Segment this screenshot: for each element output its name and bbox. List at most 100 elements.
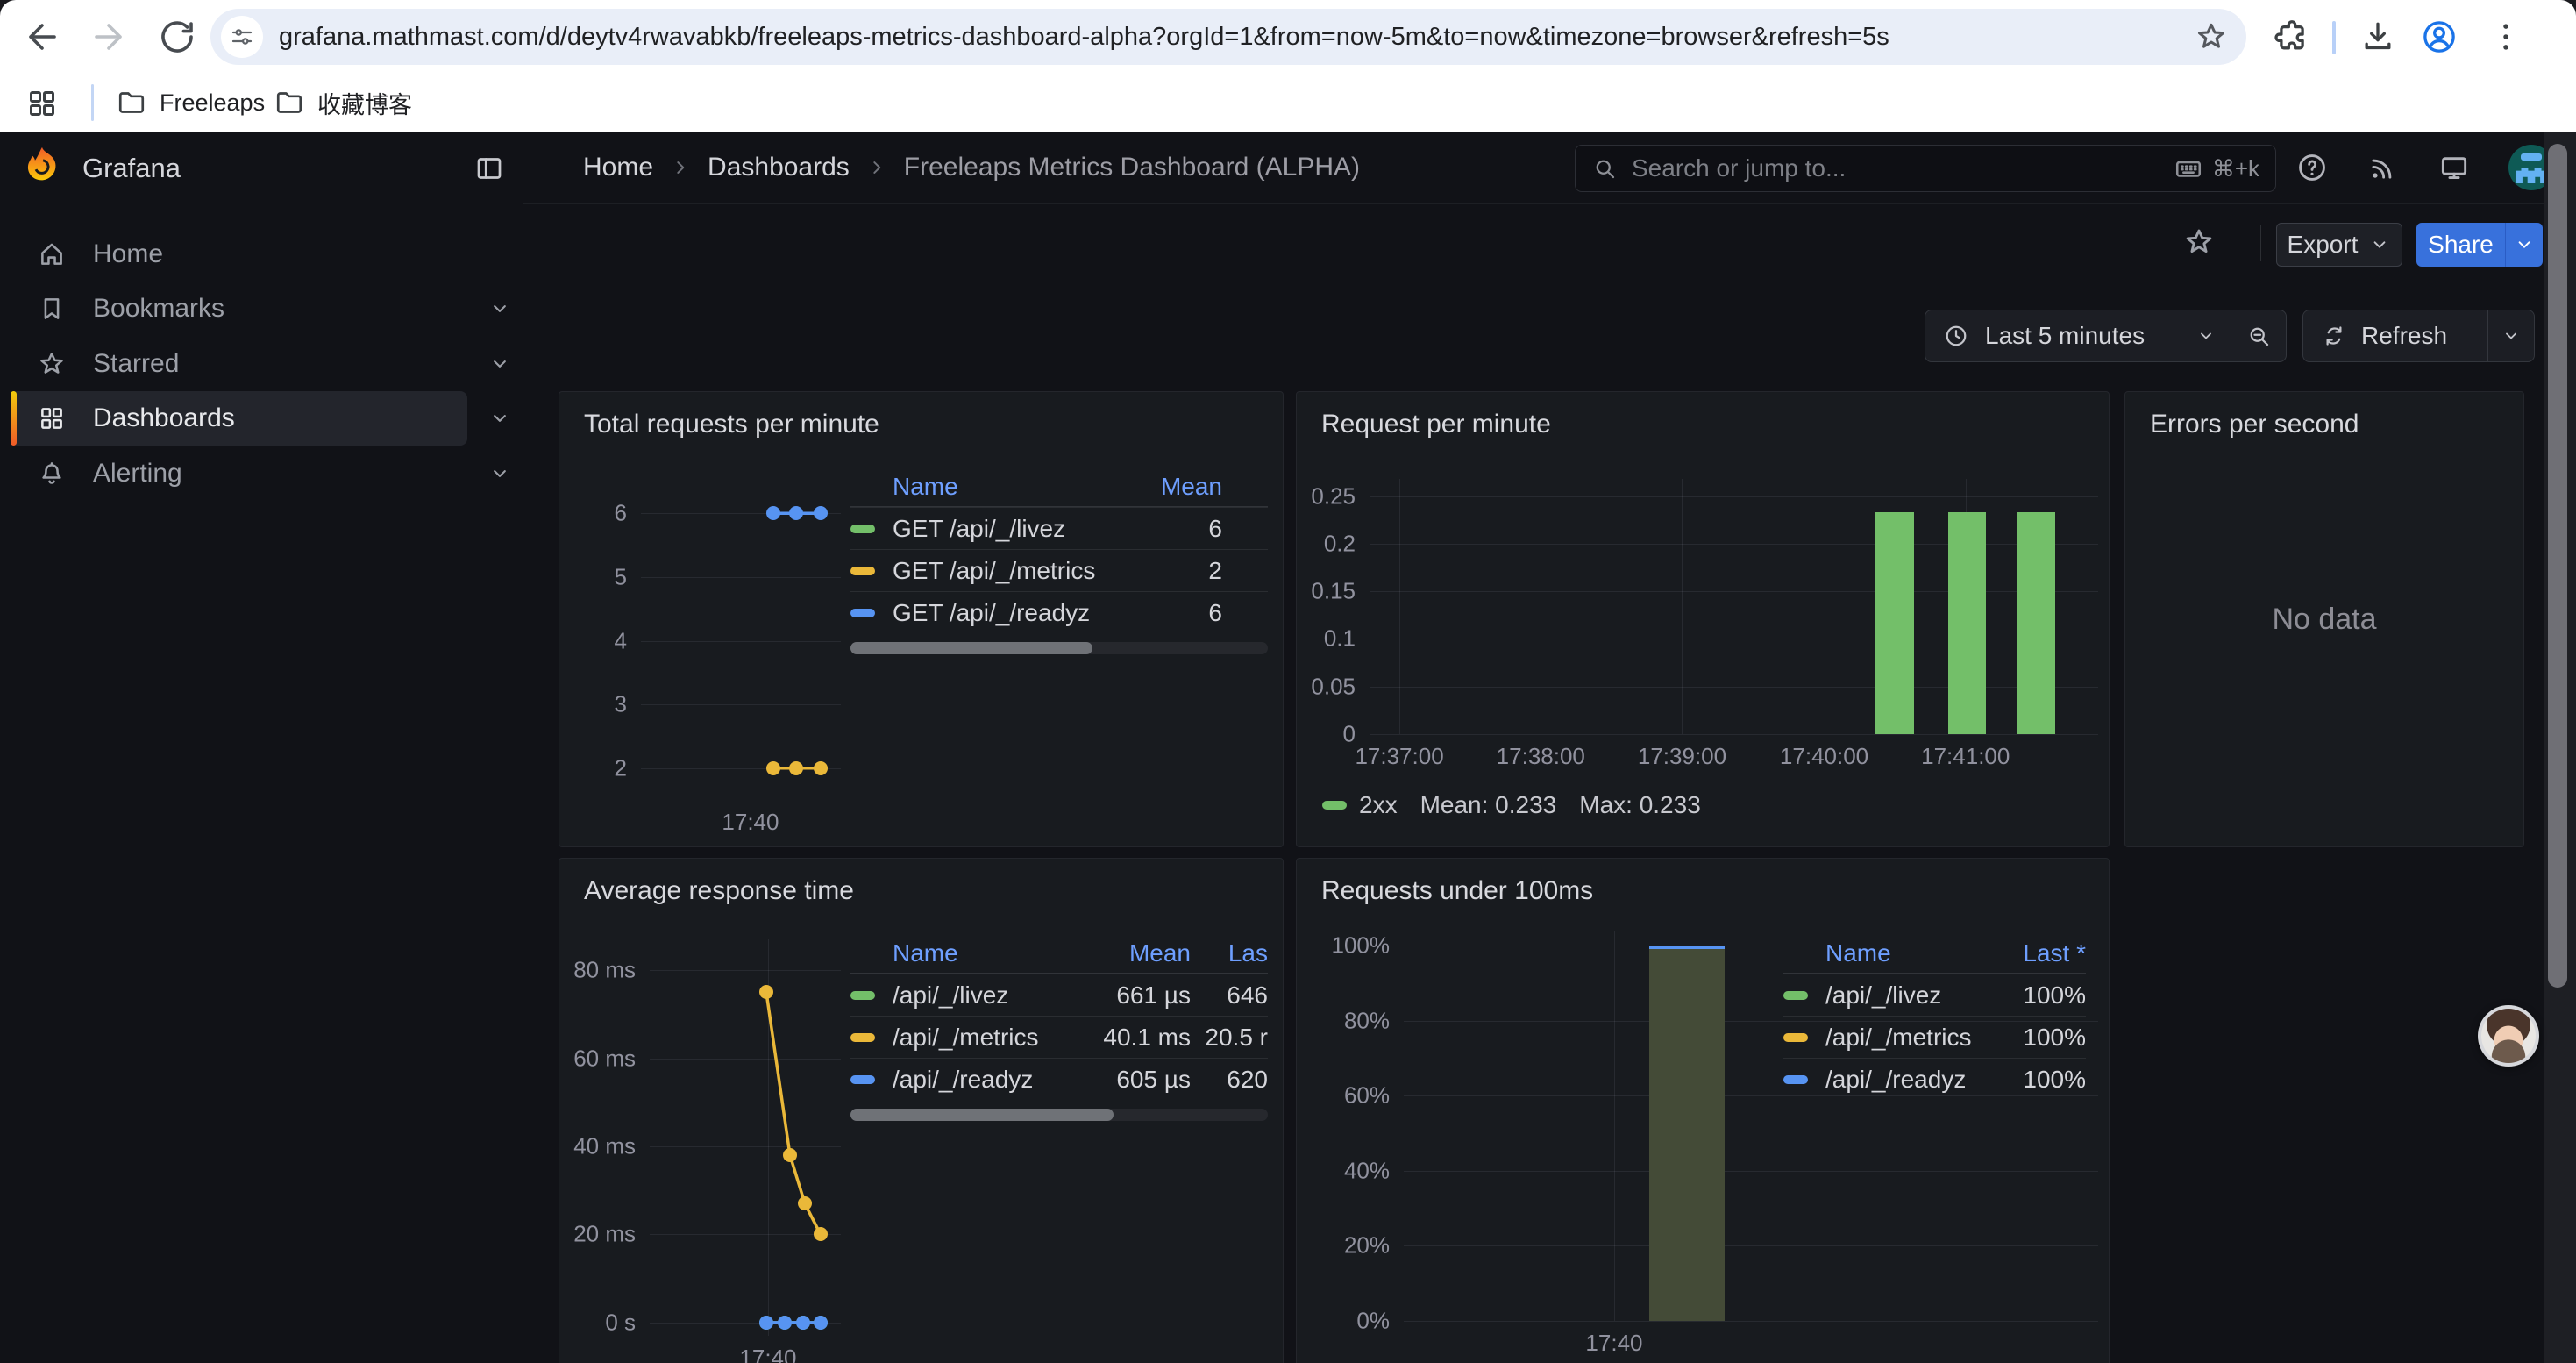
grafana-logo[interactable]	[23, 146, 61, 188]
series-color-pill	[850, 1074, 875, 1084]
legend-scrollbar-thumb[interactable]	[850, 1109, 1114, 1121]
export-button[interactable]: Export	[2276, 223, 2402, 267]
legend-row[interactable]: /api/_/livez 661 µs 646	[850, 974, 1268, 1016]
legend-column-header[interactable]: Mean	[1160, 473, 1222, 500]
breadcrumb-dashboards[interactable]: Dashboards	[708, 153, 850, 182]
chevron-down-icon[interactable]	[487, 296, 512, 321]
bookmark-folder-freeleaps[interactable]: Freeleaps	[102, 81, 279, 125]
legend-row[interactable]: GET /api/_/readyz 6	[850, 591, 1268, 633]
legend-scrollbar[interactable]	[850, 642, 1268, 654]
y-axis-label: 5	[614, 563, 627, 590]
browser-menu-icon[interactable]	[2487, 18, 2525, 56]
legend-row[interactable]: /api/_/livez 100%	[1783, 974, 2086, 1016]
gridline	[1404, 1170, 2098, 1172]
help-icon[interactable]	[2295, 151, 2329, 184]
gridline	[641, 767, 841, 769]
profile-icon[interactable]	[2420, 18, 2459, 56]
legend-column-header[interactable]: Las	[1228, 939, 1268, 967]
panel-title[interactable]: Errors per second	[2150, 410, 2359, 439]
sidebar-item-alerting[interactable]: Alerting	[11, 446, 467, 501]
sidebar-item-bookmarks[interactable]: Bookmarks	[11, 282, 467, 336]
legend-scrollbar-thumb[interactable]	[850, 642, 1093, 654]
bookmark-folder-blogs[interactable]: 收藏博客	[260, 81, 426, 125]
panel-total-requests-per-minute[interactable]: Total requests per minute 6 5 4 3 2 17:40 Nam…	[559, 391, 1284, 847]
reload-icon[interactable]	[156, 16, 198, 58]
gridline	[641, 704, 841, 706]
legend[interactable]: 2xx Mean: 0.233 Max: 0.233	[1322, 791, 1701, 819]
legend-scrollbar[interactable]	[850, 1109, 1268, 1121]
url-bar[interactable]: grafana.mathmast.com/d/deytv4rwavabkb/fr…	[210, 9, 2246, 65]
favorite-dashboard-icon[interactable]	[2182, 225, 2216, 259]
legend-row[interactable]: GET /api/_/metrics 2	[850, 549, 1268, 591]
panel-title[interactable]: Request per minute	[1321, 410, 1551, 439]
y-axis-label: 0.1	[1323, 624, 1356, 652]
legend-row[interactable]: /api/_/readyz 605 µs 620	[850, 1058, 1268, 1100]
page-scrollbar[interactable]	[2544, 132, 2576, 1363]
sidebar-item-label: Dashboards	[93, 403, 235, 432]
forward-icon[interactable]	[88, 16, 130, 58]
y-axis-label: 20 ms	[573, 1220, 636, 1247]
panel-title[interactable]: Requests under 100ms	[1321, 876, 1594, 905]
legend-column-header[interactable]: Name	[893, 473, 958, 500]
keyboard-icon	[2174, 153, 2203, 183]
news-icon[interactable]	[2366, 151, 2400, 184]
legend-row[interactable]: /api/_/metrics 100%	[1783, 1016, 2086, 1058]
bookmarks-bar: Freeleaps 收藏博客	[0, 74, 2576, 132]
refresh-label[interactable]: Refresh	[2361, 322, 2448, 349]
y-axis-label: 60 ms	[573, 1045, 636, 1072]
gridline	[1399, 479, 1401, 734]
panel-title[interactable]: Total requests per minute	[584, 410, 879, 439]
share-button[interactable]: Share	[2416, 223, 2505, 267]
chevron-down-icon	[2513, 233, 2536, 256]
series-name[interactable]: 2xx	[1359, 791, 1398, 818]
extensions-icon[interactable]	[2273, 18, 2311, 56]
back-icon[interactable]	[21, 16, 63, 58]
legend-column-header[interactable]: Last *	[2023, 939, 2086, 967]
series-color-pill	[850, 990, 875, 1000]
bookmark-star-icon[interactable]	[2194, 19, 2229, 54]
legend-column-header[interactable]: Mean	[1128, 939, 1191, 967]
panel-errors-per-second[interactable]: Errors per second No data	[2124, 391, 2524, 847]
search-box[interactable]: ⌘+k	[1575, 145, 2276, 192]
breadcrumb-home[interactable]: Home	[583, 153, 654, 182]
time-range-label[interactable]: Last 5 minutes	[1985, 322, 2145, 349]
gridline	[641, 576, 841, 578]
downloads-icon[interactable]	[2359, 18, 2397, 56]
chevron-down-icon[interactable]	[487, 406, 512, 431]
legend-table: Name Mean Las/api/_/livez 661 µs 646/api/_/m…	[850, 934, 1268, 1121]
scrollbar-thumb[interactable]	[2548, 144, 2567, 988]
chevron-right-icon	[865, 156, 888, 179]
floating-assistant-avatar[interactable]	[2478, 1005, 2539, 1067]
chevron-down-icon[interactable]	[487, 352, 512, 376]
chevron-down-icon[interactable]	[2195, 325, 2217, 346]
panel-average-response-time[interactable]: Average response time 80 ms 60 ms 40 ms 20 …	[559, 858, 1284, 1363]
chart-plot: 0.25 0.2 0.15 0.1 0.05 0 17:37:00 17:38:00 17:39…	[1311, 479, 2098, 769]
legend-row[interactable]: /api/_/metrics 40.1 ms 20.5 r	[850, 1016, 1268, 1058]
sidebar-toggle-icon[interactable]	[473, 153, 505, 184]
legend-row[interactable]: GET /api/_/livez 6	[850, 507, 1268, 549]
grafana-brand[interactable]: Grafana	[82, 153, 181, 183]
data-point	[813, 506, 828, 521]
chevron-down-icon[interactable]	[2501, 325, 2522, 346]
url-text[interactable]: grafana.mathmast.com/d/deytv4rwavabkb/fr…	[279, 22, 1889, 51]
search-input[interactable]	[1630, 153, 2174, 183]
share-menu-button[interactable]	[2505, 223, 2543, 267]
bar	[2017, 512, 2055, 734]
chevron-down-icon[interactable]	[487, 461, 512, 486]
kiosk-mode-icon[interactable]	[2437, 151, 2471, 184]
shortcut-label: ⌘+k	[2211, 154, 2259, 182]
zoom-out-icon[interactable]	[2245, 323, 2272, 349]
panel-request-per-minute[interactable]: Request per minute 0.25 0.2 0.15 0.1 0.05 0 17…	[1296, 391, 2110, 847]
legend-cell: 6	[1208, 514, 1222, 542]
legend-column-header[interactable]: Name	[1825, 939, 1891, 967]
sidebar-item-dashboards[interactable]: Dashboards	[11, 391, 467, 446]
legend-row[interactable]: /api/_/readyz 100%	[1783, 1058, 2086, 1100]
sidebar-item-home[interactable]: Home	[11, 227, 467, 282]
legend-column-header[interactable]: Name	[893, 939, 958, 967]
legend-cell: 100%	[2023, 981, 2086, 1009]
site-settings-chip[interactable]	[221, 16, 263, 58]
panel-title[interactable]: Average response time	[584, 876, 854, 905]
panel-requests-under-100ms[interactable]: Requests under 100ms 100% 80% 60% 40% 20% 0% 1…	[1296, 858, 2110, 1363]
sidebar-item-starred[interactable]: Starred	[11, 337, 467, 391]
apps-grid-icon[interactable]	[25, 86, 60, 121]
